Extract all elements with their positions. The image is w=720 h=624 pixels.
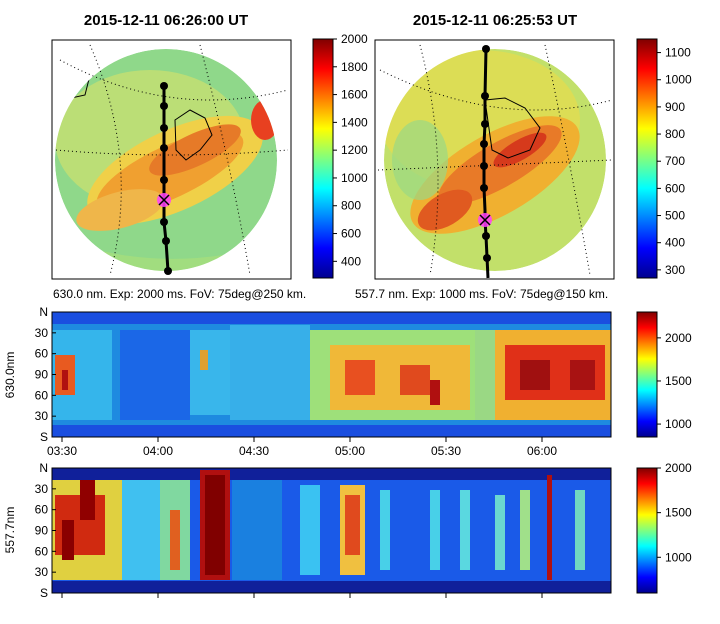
colorbar-tick-label: 1500 bbox=[665, 506, 692, 520]
satellite-track-right bbox=[482, 48, 490, 279]
colorbar-right bbox=[636, 38, 658, 279]
colorbar-tick-label: 1400 bbox=[341, 115, 368, 129]
colorbar-tick-label: 900 bbox=[665, 100, 685, 114]
keogram-557-image bbox=[52, 468, 611, 593]
colorbar-ticks-left: 400 600 800 1000 1200 1400 1600 1800 2000 bbox=[333, 32, 368, 268]
colorbar-tick-label: 1800 bbox=[341, 60, 368, 74]
grid-lines-right bbox=[377, 44, 613, 276]
colorbar-tick-label: 400 bbox=[341, 254, 361, 268]
colorbar-tick-label: 1000 bbox=[665, 417, 692, 431]
colorbar-tick-label: 400 bbox=[665, 236, 685, 250]
colorbar-tick-label: 1000 bbox=[341, 171, 368, 185]
colorbar-tick-label: 800 bbox=[665, 127, 685, 141]
colorbar-tick-label: 600 bbox=[341, 227, 361, 241]
colorbar-keogram-557 bbox=[636, 467, 658, 594]
keogram-630-y-ticks: N 30 60 90 60 30 S bbox=[35, 305, 56, 444]
keogram-557-x-ticks bbox=[61, 593, 543, 598]
keogram-557-y-ticks: N 30 60 90 60 30 S bbox=[35, 461, 56, 600]
y-tick-label: S bbox=[40, 430, 48, 444]
y-tick-label: N bbox=[39, 305, 48, 319]
colorbar-tick-label: 2000 bbox=[665, 461, 692, 475]
y-tick-label: N bbox=[39, 461, 48, 475]
colorbar-tick-label: 1000 bbox=[665, 550, 692, 564]
keogram-630-ylabel: 630.0nm bbox=[3, 352, 17, 399]
panel-title-right: 2015-12-11 06:25:53 UT bbox=[413, 12, 577, 29]
x-tick-label: 04:00 bbox=[143, 444, 173, 458]
x-tick-label: 05:30 bbox=[431, 444, 461, 458]
y-tick-label: 90 bbox=[35, 524, 49, 538]
x-tick-label: 06:00 bbox=[527, 444, 557, 458]
colorbar-ticks-keogram-557: 1000 1500 2000 bbox=[657, 461, 692, 564]
y-tick-label: S bbox=[40, 586, 48, 600]
grid-lines-left bbox=[55, 44, 289, 276]
colorbar-ticks-right: 300 400 500 600 700 800 900 1000 1100 bbox=[657, 46, 692, 277]
x-tick-label: 04:30 bbox=[239, 444, 269, 458]
colorbar-tick-label: 2000 bbox=[665, 331, 692, 345]
caption-left: 630.0 nm. Exp: 2000 ms. FoV: 75deg@250 k… bbox=[53, 287, 306, 301]
y-tick-label: 60 bbox=[35, 544, 49, 558]
satellite-track-left bbox=[162, 86, 170, 272]
colorbar-tick-label: 500 bbox=[665, 209, 685, 223]
colorbar-tick-label: 1600 bbox=[341, 88, 368, 102]
colorbar-tick-label: 1200 bbox=[341, 143, 368, 157]
panel-title-left: 2015-12-11 06:26:00 UT bbox=[84, 12, 248, 29]
current-position-marker-right bbox=[478, 213, 492, 227]
colorbar-tick-label: 1000 bbox=[665, 73, 692, 87]
keogram-557-ylabel: 557.7nm bbox=[3, 507, 17, 554]
y-tick-label: 30 bbox=[35, 482, 49, 496]
y-tick-label: 30 bbox=[35, 409, 49, 423]
y-tick-label: 60 bbox=[35, 347, 49, 361]
y-tick-label: 60 bbox=[35, 388, 49, 402]
colorbar-tick-label: 1500 bbox=[665, 374, 692, 388]
y-tick-label: 30 bbox=[35, 326, 49, 340]
colorbar-tick-label: 700 bbox=[665, 154, 685, 168]
colorbar-ticks-keogram-630: 1000 1500 2000 bbox=[657, 331, 692, 431]
colorbar-keogram-630 bbox=[636, 311, 658, 438]
x-tick-label: 03:30 bbox=[47, 444, 77, 458]
y-tick-label: 90 bbox=[35, 368, 49, 382]
colorbar-left bbox=[312, 38, 334, 279]
allsky-image-left bbox=[55, 49, 277, 271]
y-tick-label: 30 bbox=[35, 565, 49, 579]
keogram-630-image bbox=[52, 312, 611, 437]
colorbar-tick-label: 800 bbox=[341, 199, 361, 213]
track-points-left bbox=[160, 82, 172, 275]
colorbar-tick-label: 600 bbox=[665, 181, 685, 195]
colorbar-tick-label: 300 bbox=[665, 263, 685, 277]
x-tick-label: 05:00 bbox=[335, 444, 365, 458]
current-position-marker-left bbox=[157, 193, 171, 207]
allsky-image-right bbox=[384, 49, 606, 271]
colorbar-tick-label: 2000 bbox=[341, 32, 368, 46]
keogram-630-x-ticks: 03:30 04:00 04:30 05:00 05:30 06:00 bbox=[47, 437, 557, 458]
colorbar-tick-label: 1100 bbox=[665, 46, 691, 60]
caption-right: 557.7 nm. Exp: 1000 ms. FoV: 75deg@150 k… bbox=[355, 287, 608, 301]
track-points-right bbox=[480, 45, 491, 262]
y-tick-label: 60 bbox=[35, 503, 49, 517]
